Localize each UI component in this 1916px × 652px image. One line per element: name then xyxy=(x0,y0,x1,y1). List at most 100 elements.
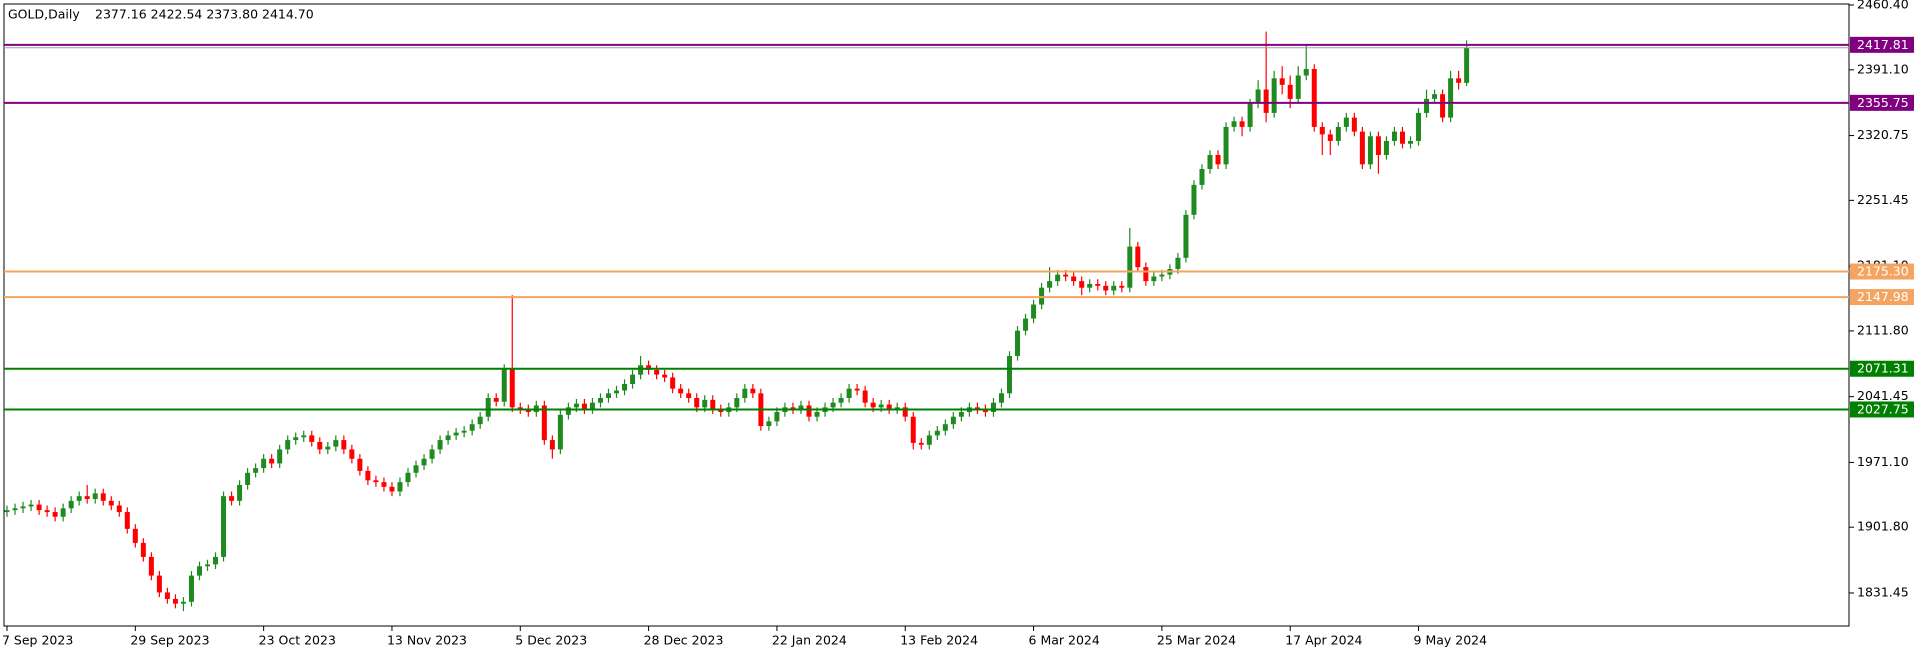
y-tick-label: 2041.45 xyxy=(1857,388,1909,403)
candle-body xyxy=(1135,246,1141,268)
candle-body xyxy=(814,412,820,417)
candle-body xyxy=(1383,140,1389,155)
candle-body xyxy=(1416,112,1422,141)
candle-body xyxy=(1367,136,1373,165)
candle-body xyxy=(509,369,515,408)
y-tick-label: 2111.80 xyxy=(1857,322,1909,337)
candle-body xyxy=(950,416,956,425)
candle-body xyxy=(205,564,210,567)
level-label: 2071.31 xyxy=(1857,361,1909,376)
candle-body xyxy=(1215,154,1221,165)
candle-body xyxy=(614,390,620,394)
candle-body xyxy=(164,592,170,599)
candle-body xyxy=(942,424,948,431)
candle-body xyxy=(1023,318,1029,331)
candle-body xyxy=(1255,89,1261,104)
x-tick-label: 22 Jan 2024 xyxy=(772,633,847,648)
candle-body xyxy=(461,430,467,433)
candle-body xyxy=(116,505,122,513)
candle-body xyxy=(477,416,483,425)
x-tick-label: 28 Dec 2023 xyxy=(644,633,724,648)
y-tick-label: 2320.75 xyxy=(1857,127,1909,142)
candle-body xyxy=(597,398,603,403)
candle-body xyxy=(565,407,571,415)
level-label-box xyxy=(1850,36,1914,53)
candle-body xyxy=(221,496,227,557)
candle-body xyxy=(806,405,812,417)
candle-body xyxy=(1239,121,1245,127)
candle-body xyxy=(1191,184,1197,215)
candle-body xyxy=(493,398,499,402)
candle-body xyxy=(429,449,435,459)
plot-frame xyxy=(3,3,1850,627)
candle-body xyxy=(1127,246,1133,288)
y-tick-label: 1831.45 xyxy=(1857,584,1909,599)
candle-body xyxy=(1424,98,1430,113)
candle-body xyxy=(541,405,547,441)
x-tick-label: 5 Dec 2023 xyxy=(515,633,587,648)
candle-body xyxy=(573,403,579,408)
candle-body xyxy=(180,601,186,604)
candle-body xyxy=(108,500,114,506)
candle-body xyxy=(68,500,74,509)
candle-body xyxy=(854,388,860,391)
candle-body xyxy=(1303,68,1309,76)
candle-body xyxy=(678,388,684,394)
candle-body xyxy=(1047,281,1053,288)
candle-body xyxy=(1111,285,1117,291)
candle-body xyxy=(1327,134,1333,141)
candle-body xyxy=(469,424,475,431)
candle-body xyxy=(606,393,611,399)
level-label: 2027.75 xyxy=(1857,401,1909,416)
candle-body xyxy=(132,528,138,543)
candle-body xyxy=(124,512,130,529)
candle-body xyxy=(1159,274,1165,277)
candle-body xyxy=(846,388,852,399)
candle-body xyxy=(1359,131,1365,165)
level-label-box xyxy=(1850,289,1914,306)
candle-body xyxy=(213,556,219,565)
candle-body xyxy=(92,493,98,499)
candle-body xyxy=(76,496,82,501)
candle-body xyxy=(1287,84,1293,99)
candle-body xyxy=(1343,117,1349,127)
candle-body xyxy=(694,398,700,408)
level-label-box xyxy=(1850,360,1914,377)
candle-body xyxy=(838,398,844,403)
candle-body xyxy=(325,446,331,450)
candle-body xyxy=(1375,136,1381,155)
candle-body xyxy=(245,472,251,485)
candle-body xyxy=(373,480,379,483)
x-tick-label: 9 May 2024 xyxy=(1414,633,1488,648)
candle-body xyxy=(1335,126,1341,141)
candle-body xyxy=(188,575,194,602)
candle-body xyxy=(100,493,106,501)
candle-body xyxy=(28,504,34,507)
level-label: 2175.30 xyxy=(1857,264,1909,279)
candle-body xyxy=(36,504,42,511)
candle-body xyxy=(453,432,459,436)
candle-body xyxy=(1071,276,1077,282)
candle-body xyxy=(349,449,355,459)
y-tick-label: 2391.10 xyxy=(1857,61,1909,76)
candle-body xyxy=(1031,304,1037,319)
candle-body xyxy=(886,404,892,410)
level-label: 2355.75 xyxy=(1857,95,1909,110)
candle-body xyxy=(1456,78,1462,83)
candle-body xyxy=(1391,131,1397,141)
level-label-box xyxy=(1850,401,1914,418)
candle-body xyxy=(798,405,804,410)
candle-body xyxy=(662,374,668,378)
candle-body xyxy=(862,390,868,403)
candle-body xyxy=(790,407,796,410)
candle-body xyxy=(1464,47,1470,83)
candle-body xyxy=(172,598,178,604)
candle-body xyxy=(148,556,154,576)
candle-body xyxy=(1063,274,1069,277)
candle-body xyxy=(485,398,491,417)
marks xyxy=(4,31,1470,612)
candle-body xyxy=(1079,281,1085,288)
candle-body xyxy=(742,388,748,399)
